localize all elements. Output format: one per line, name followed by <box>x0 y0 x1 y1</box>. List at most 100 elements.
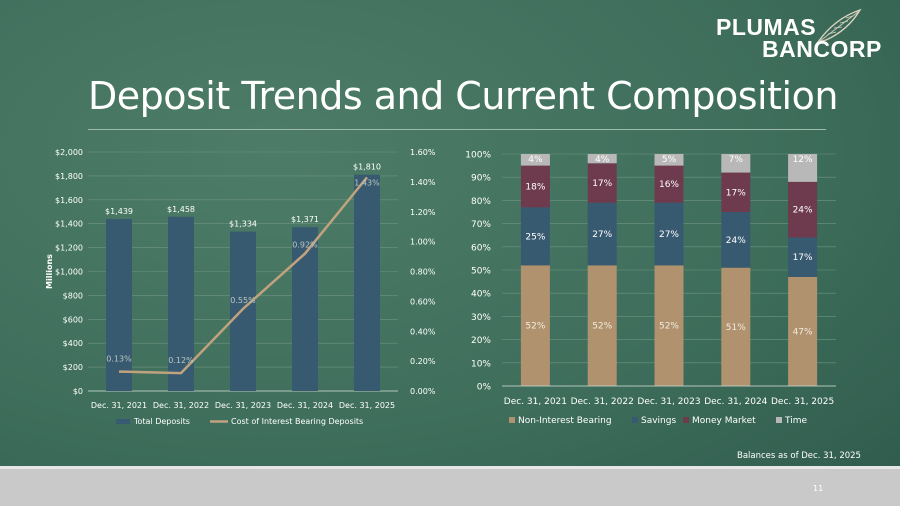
bar-value-label: $1,810 <box>353 163 381 172</box>
segment-value-label: 16% <box>659 180 679 190</box>
y-tick-label: $800 <box>63 291 83 300</box>
segment-value-label: 4% <box>595 155 610 165</box>
y-tick-label: $0 <box>73 387 83 396</box>
bar-value-label: $1,371 <box>291 215 319 224</box>
segment-value-label: 27% <box>659 230 679 240</box>
stack-segment-time <box>587 154 617 164</box>
y2-tick-label: 0.60% <box>410 297 436 306</box>
segment-value-label: 47% <box>793 327 813 337</box>
y-tick-label: $1,200 <box>55 244 83 253</box>
cost-line <box>118 176 368 375</box>
segment-value-label: 4% <box>528 155 543 165</box>
x-tick-label: Dec. 31, 2022 <box>571 397 634 407</box>
y2-tick-label: 0.40% <box>410 327 436 336</box>
y-tick-label: 30% <box>471 313 491 323</box>
balances-note: Balances as of Dec. 31, 2025 <box>737 451 861 461</box>
y-tick-label: $1,600 <box>55 196 83 205</box>
legend-label-savings: Savings <box>641 416 676 426</box>
stack-segment-non-interest <box>788 276 818 386</box>
stack-segment-time <box>788 154 818 182</box>
stack-segment-non-interest <box>587 265 617 386</box>
legend-swatch-money-market <box>683 417 689 423</box>
stack-segment-non-interest <box>721 267 751 386</box>
title-divider <box>88 129 826 130</box>
y-tick-label: 100% <box>465 151 491 161</box>
x-tick-label: Dec. 31, 2024 <box>704 397 767 407</box>
y2-tick-label: 1.20% <box>410 208 436 217</box>
bar-value-label: $1,439 <box>105 207 133 216</box>
segment-value-label: 27% <box>592 230 612 240</box>
legend-swatch-time <box>776 417 782 423</box>
stack-segment-savings <box>654 202 684 266</box>
y-tick-label: 40% <box>471 290 491 300</box>
y-tick-label: $1,400 <box>55 220 83 229</box>
segment-value-label: 17% <box>793 253 813 263</box>
y-tick-label: 90% <box>471 174 491 184</box>
stack-segment-savings <box>721 212 751 268</box>
stack-segment-money-market <box>520 165 550 208</box>
legend-label-deposits: Total Deposits <box>133 417 190 426</box>
deposit-bar <box>106 219 132 391</box>
y2-tick-label: 0.20% <box>410 357 436 366</box>
y2-tick-label: 1.00% <box>410 238 436 247</box>
x-tick-label: Dec. 31, 2023 <box>215 401 271 410</box>
y-axis-label: Millions <box>45 254 54 289</box>
segment-value-label: 5% <box>662 155 677 165</box>
segment-value-label: 52% <box>525 322 545 332</box>
x-tick-label: Dec. 31, 2021 <box>91 401 147 410</box>
stack-segment-money-market <box>587 163 617 203</box>
legend-label-money-market: Money Market <box>692 416 756 426</box>
footer-divider <box>0 466 900 469</box>
deposit-trends-chart: $0 $200 $400 $600 $800 $1,000 $1,200 $1,400 $1,6… <box>45 151 436 426</box>
y-tick-label: $200 <box>63 363 83 372</box>
bar-value-label: $1,458 <box>167 205 195 214</box>
x-tick-label: Dec. 31, 2025 <box>339 401 395 410</box>
stack-segment-money-market <box>721 172 751 212</box>
line-value-label: 0.12% <box>168 356 194 365</box>
stack-segment-time <box>520 154 550 166</box>
legend-label-non-interest: Non-Interest Bearing <box>518 416 612 426</box>
feather-leaf-icon <box>816 8 862 44</box>
stack-segment-savings <box>788 237 818 277</box>
x-tick-label: Dec. 31, 2021 <box>504 397 567 407</box>
footer-band <box>0 466 900 506</box>
segment-value-label: 12% <box>793 155 813 165</box>
stack-segment-money-market <box>654 165 684 203</box>
logo-line1: PLUMAS <box>716 14 817 40</box>
x-tick-label: Dec. 31, 2022 <box>153 401 209 410</box>
logo-line2: BANCORP <box>762 36 882 62</box>
segment-value-label: 17% <box>592 179 612 189</box>
y-tick-label: 80% <box>471 197 491 207</box>
y-tick-label: 10% <box>471 359 491 369</box>
stack-segment-time <box>721 154 751 173</box>
legend-label-cost: Cost of Interest Bearing Deposits <box>231 417 363 426</box>
legend-swatch-savings <box>632 417 638 423</box>
x-tick-label: Dec. 31, 2024 <box>277 401 333 410</box>
legend-swatch-non-interest <box>509 417 515 423</box>
y2-tick-label: 1.40% <box>410 178 436 187</box>
legend-swatch-deposits <box>116 419 130 424</box>
deposit-bar <box>354 174 380 391</box>
page-title: Deposit Trends and Current Composition <box>88 74 838 118</box>
y-tick-label: 20% <box>471 336 491 346</box>
segment-value-label: 52% <box>592 322 612 332</box>
x-tick-label: Dec. 31, 2025 <box>771 397 834 407</box>
y-tick-label: $400 <box>63 339 83 348</box>
stack-segment-time <box>654 154 684 166</box>
stack-segment-money-market <box>788 181 818 238</box>
deposit-composition-chart: 0% 10% 20% 30% 40% 50% 60% 70% 80% 90% 100% 52% 25% 1… <box>465 151 836 426</box>
y-tick-label: 70% <box>471 220 491 230</box>
stack-segment-non-interest <box>654 265 684 386</box>
page-number: 11 <box>813 484 824 493</box>
x-tick-label: Dec. 31, 2023 <box>637 397 700 407</box>
segment-value-label: 17% <box>726 188 746 198</box>
line-value-label: 0.92% <box>292 241 318 250</box>
stack-segment-savings <box>587 202 617 266</box>
line-value-label: 0.55% <box>230 296 256 305</box>
segment-value-label: 24% <box>793 206 813 216</box>
segment-value-label: 51% <box>726 323 746 333</box>
segment-value-label: 18% <box>525 182 545 192</box>
y-tick-label: $600 <box>63 315 83 324</box>
stack-segment-non-interest <box>520 265 550 386</box>
